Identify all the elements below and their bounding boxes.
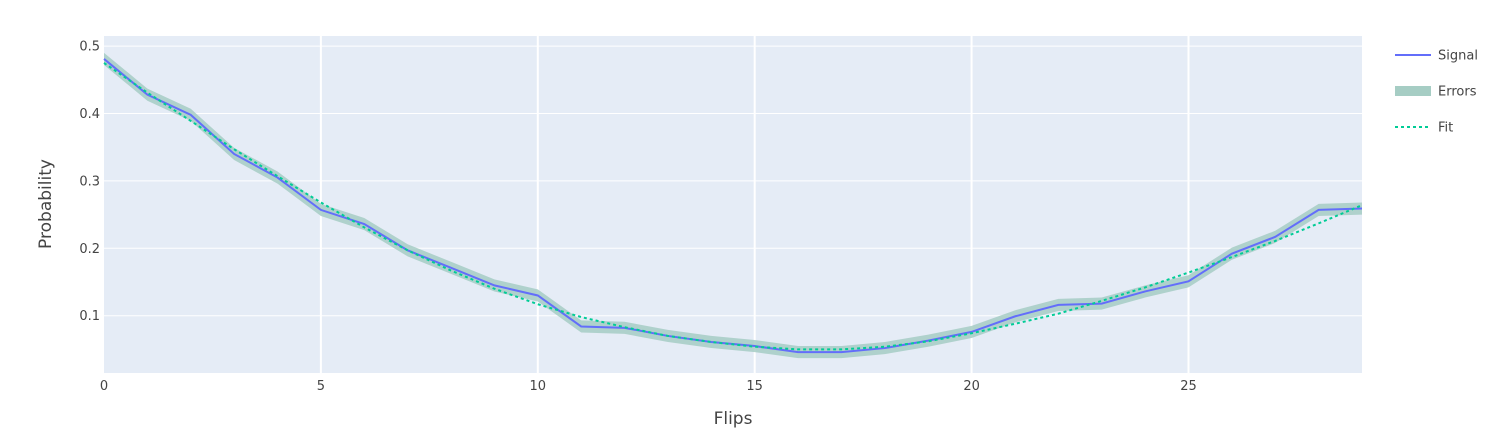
legend-label-fit: Fit bbox=[1438, 121, 1453, 136]
y-tick-label: 0.4 bbox=[79, 107, 100, 122]
x-axis-ticks: 0 5 10 15 20 25 bbox=[100, 379, 1197, 394]
plot-background bbox=[104, 36, 1362, 373]
x-tick-label: 15 bbox=[746, 379, 763, 394]
y-tick-label: 0.1 bbox=[79, 309, 100, 324]
x-tick-label: 0 bbox=[100, 379, 108, 394]
legend-label-errors: Errors bbox=[1438, 85, 1477, 100]
x-axis-title: Flips bbox=[714, 409, 753, 429]
grid bbox=[104, 36, 1362, 373]
y-tick-label: 0.3 bbox=[79, 174, 100, 189]
legend-swatch-errors bbox=[1395, 86, 1431, 96]
x-tick-label: 5 bbox=[317, 379, 325, 394]
y-axis-title: Probability bbox=[36, 159, 56, 249]
y-tick-label: 0.5 bbox=[79, 40, 100, 55]
series-layer bbox=[103, 58, 1363, 354]
legend-label-signal: Signal bbox=[1438, 49, 1478, 64]
x-tick-label: 10 bbox=[530, 379, 547, 394]
legend: Signal Errors Fit bbox=[1395, 49, 1478, 136]
x-tick-label: 25 bbox=[1180, 379, 1197, 394]
fit-line bbox=[103, 62, 1363, 351]
y-tick-label: 0.2 bbox=[79, 242, 100, 257]
x-tick-label: 20 bbox=[963, 379, 980, 394]
y-axis-ticks: 0.1 0.2 0.3 0.4 0.5 bbox=[79, 40, 100, 325]
